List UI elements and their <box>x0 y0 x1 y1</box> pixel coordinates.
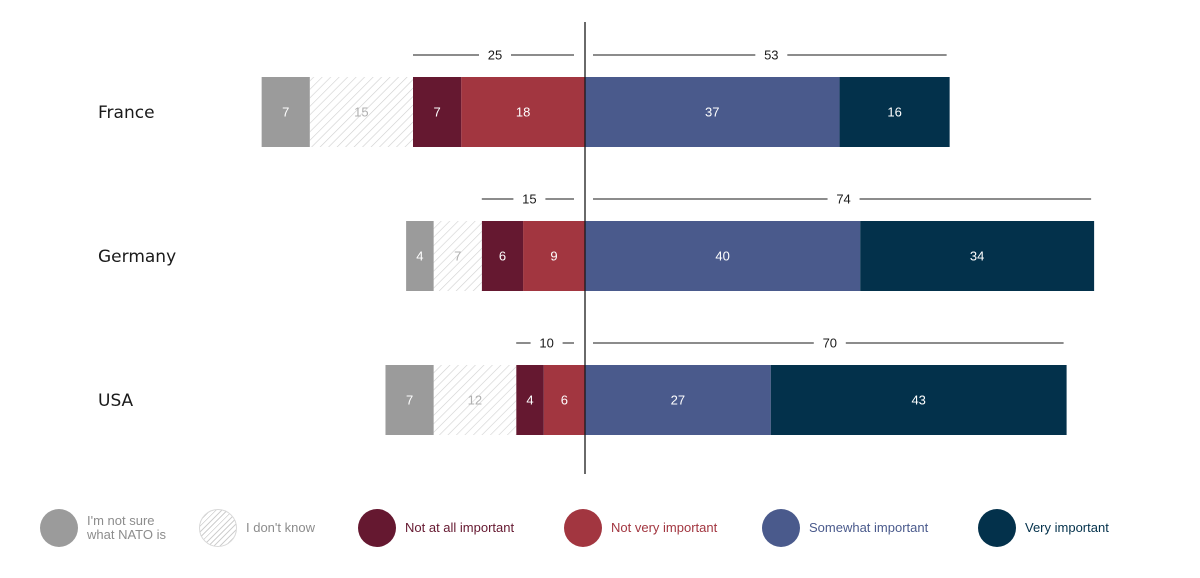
legend-item-dont-know: I don't know <box>199 505 315 551</box>
data-label-usa-i-m-not-sure-what-nato-is: 7 <box>406 392 413 407</box>
bar-usa-i-don-t-know <box>433 365 517 435</box>
legend-item-not-at-all: Not at all important <box>358 505 514 551</box>
legend-item-not-sure: I'm not sure what NATO is <box>40 505 166 551</box>
legend-swatch-not-very <box>564 509 602 547</box>
bar-france-i-don-t-know <box>309 77 413 147</box>
country-label-usa: USA <box>98 391 134 411</box>
total-label-important-germany: 74 <box>836 191 850 206</box>
total-label-unimportant-germany: 15 <box>522 191 536 206</box>
total-label-unimportant-usa: 10 <box>539 335 553 350</box>
total-label-important-france: 53 <box>764 47 778 62</box>
bar-france-not-at-all-important <box>413 77 462 147</box>
legend-item-somewhat: Somewhat important <box>762 505 928 551</box>
data-label-germany-somewhat-important: 40 <box>715 248 729 263</box>
legend-item-very: Very important <box>978 505 1109 551</box>
bar-france-somewhat-important <box>585 77 840 147</box>
bar-usa-not-at-all-important <box>516 365 544 435</box>
bar-germany-not-very-important <box>523 221 585 291</box>
data-label-france-not-very-important: 18 <box>516 104 530 119</box>
bar-usa-somewhat-important <box>585 365 771 435</box>
legend-item-not-very: Not very important <box>564 505 717 551</box>
data-label-germany-not-very-important: 9 <box>550 248 557 263</box>
total-label-important-usa: 70 <box>823 335 837 350</box>
chart-legend: I'm not sure what NATO is I don't know N… <box>0 505 1200 551</box>
country-label-france: France <box>98 103 155 123</box>
data-label-france-i-don-t-know: 15 <box>354 104 368 119</box>
data-label-usa-not-very-important: 6 <box>561 392 568 407</box>
legend-label-line1: I'm not sure <box>87 513 155 528</box>
bar-germany-very-important <box>860 221 1095 291</box>
country-label-germany: Germany <box>98 247 176 267</box>
data-label-germany-very-important: 34 <box>970 248 984 263</box>
data-label-germany-i-m-not-sure-what-nato-is: 4 <box>416 248 423 263</box>
data-label-france-i-m-not-sure-what-nato-is: 7 <box>282 104 289 119</box>
bar-usa-i-m-not-sure-what-nato-is <box>385 365 434 435</box>
total-label-unimportant-france: 25 <box>488 47 502 62</box>
data-label-france-very-important: 16 <box>887 104 901 119</box>
legend-swatch-not-at-all <box>358 509 396 547</box>
bar-france-very-important <box>839 77 950 147</box>
bar-germany-not-at-all-important <box>481 221 524 291</box>
data-label-france-somewhat-important: 37 <box>705 104 719 119</box>
legend-label-somewhat: Somewhat important <box>809 520 929 535</box>
legend-swatch-very <box>978 509 1016 547</box>
legend-label-line2: what NATO is <box>87 527 166 542</box>
bar-france-not-very-important <box>461 77 585 147</box>
data-label-usa-not-at-all-important: 4 <box>526 392 533 407</box>
legend-label-dont-know: I don't know <box>246 520 315 535</box>
legend-label-very: Very important <box>1025 520 1109 535</box>
data-label-germany-not-at-all-important: 6 <box>499 248 506 263</box>
legend-swatch-somewhat <box>762 509 800 547</box>
legend-label-not-very: Not very important <box>611 520 718 535</box>
data-label-france-not-at-all-important: 7 <box>433 104 440 119</box>
data-label-germany-i-don-t-know: 7 <box>454 248 461 263</box>
bar-germany-i-m-not-sure-what-nato-is <box>406 221 434 291</box>
data-label-usa-i-don-t-know: 12 <box>468 392 482 407</box>
bar-germany-i-don-t-know <box>433 221 482 291</box>
bar-germany-somewhat-important <box>585 221 861 291</box>
legend-swatch-dont-know <box>199 509 237 547</box>
legend-swatch-not-sure <box>40 509 78 547</box>
bar-usa-very-important <box>770 365 1067 435</box>
data-label-usa-somewhat-important: 27 <box>671 392 685 407</box>
bar-usa-not-very-important <box>543 365 585 435</box>
legend-label-not-at-all: Not at all important <box>405 520 515 535</box>
data-label-usa-very-important: 43 <box>911 392 925 407</box>
bar-france-i-m-not-sure-what-nato-is <box>261 77 310 147</box>
